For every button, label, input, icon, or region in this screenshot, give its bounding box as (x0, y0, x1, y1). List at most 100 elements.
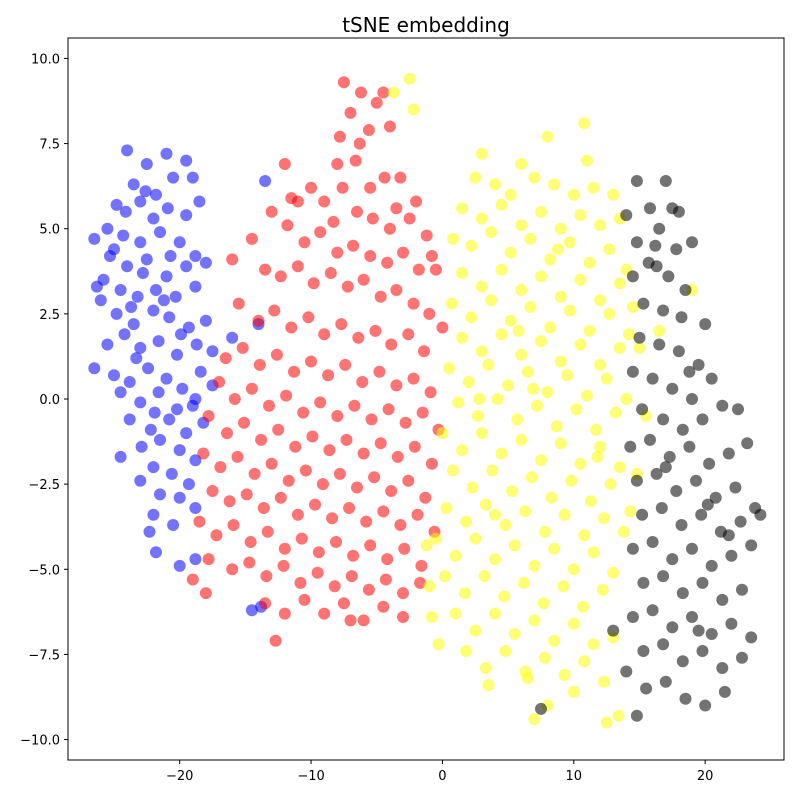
scatter-point (88, 362, 101, 375)
scatter-point (630, 236, 643, 249)
scatter-point (440, 502, 453, 514)
scatter-point (369, 324, 382, 337)
scatter-point (527, 382, 540, 395)
scatter-point (683, 440, 696, 453)
scatter-point (414, 576, 427, 589)
scatter-point (119, 205, 132, 218)
scatter-point (471, 410, 484, 422)
scatter-point (515, 433, 528, 446)
scatter-point (245, 604, 258, 617)
scatter-point (197, 447, 210, 460)
scatter-point (390, 284, 403, 296)
scatter-point (419, 491, 432, 504)
scatter-point (524, 301, 537, 313)
scatter-point (504, 246, 517, 259)
scatter-point (630, 709, 643, 722)
scatter-point (607, 188, 620, 201)
scatter-point (265, 205, 278, 218)
scatter-point (517, 576, 530, 589)
scatter-point (489, 508, 501, 521)
scatter-point (567, 685, 580, 698)
scatter-point (565, 474, 578, 487)
scatter-point (333, 130, 346, 143)
scatter-point (331, 246, 344, 259)
scatter-point (176, 382, 189, 395)
scatter-point (377, 505, 390, 518)
scatter-point (114, 386, 127, 399)
y-tick-label: 7.5 (39, 138, 60, 153)
scatter-point (397, 611, 409, 623)
scatter-point (574, 457, 587, 470)
y-tick-label: −10.0 (20, 734, 60, 749)
scatter-point (299, 464, 312, 477)
scatter-point (423, 580, 436, 593)
scatter-point (398, 542, 411, 555)
scatter-point (554, 437, 567, 450)
scatter-point (154, 488, 166, 501)
scatter-point (125, 301, 138, 313)
scatter-point (194, 365, 207, 378)
scatter-point (381, 256, 394, 269)
scatter-point (193, 195, 206, 208)
scatter-point (135, 440, 148, 453)
scatter-point (676, 423, 689, 436)
scatter-point (152, 335, 165, 348)
scatter-point (504, 314, 517, 327)
scatter-point (374, 437, 387, 450)
scatter-point (403, 212, 416, 225)
scatter-point (123, 413, 136, 426)
y-tick-label: 5.0 (39, 223, 60, 238)
scatter-point (160, 270, 173, 283)
scatter-point (449, 607, 462, 620)
scatter-point (537, 597, 550, 610)
scatter-point (541, 386, 554, 399)
scatter-point (716, 593, 729, 606)
scatter-point (202, 553, 215, 566)
scatter-point (163, 311, 176, 324)
scatter-point (377, 86, 390, 99)
scatter-point (394, 171, 407, 184)
scatter-point (147, 508, 160, 521)
y-tick-label: 10.0 (31, 52, 60, 67)
scatter-point (214, 461, 227, 474)
scatter-point (182, 478, 195, 491)
scatter-point (544, 321, 557, 334)
scatter-point (397, 246, 409, 259)
x-tick-label: −20 (166, 769, 193, 784)
scatter-point (545, 491, 558, 504)
x-axis: −20 −10 0 10 20 (166, 760, 713, 784)
scatter-point (558, 508, 571, 521)
scatter-point (525, 471, 538, 484)
scatter-point (337, 597, 350, 610)
scatter-point (598, 675, 610, 688)
scatter-point (379, 573, 392, 586)
scatter-point (535, 454, 547, 467)
scatter-point (272, 423, 285, 436)
scatter-point (160, 372, 173, 385)
scatter-point (326, 512, 339, 525)
scatter-point (316, 478, 329, 491)
scatter-point (190, 338, 203, 351)
scatter-point (473, 393, 486, 405)
scatter-point (538, 525, 551, 538)
scatter-point (620, 665, 633, 678)
scatter-point (180, 260, 193, 273)
scatter-point (675, 311, 688, 324)
scatter-point (657, 570, 670, 583)
scatter-point (348, 399, 361, 412)
scatter-point (390, 379, 403, 392)
scatter-point (613, 461, 626, 474)
scatter-point (259, 597, 272, 610)
scatter-point (336, 181, 349, 194)
scatter-point (343, 502, 356, 514)
scatter-point (504, 188, 517, 201)
scatter-point (373, 365, 386, 378)
scatter-point (394, 519, 407, 531)
x-tick-label: 20 (697, 769, 714, 784)
scatter-point (499, 645, 512, 657)
scatter-point (423, 307, 436, 320)
scatter-point (486, 464, 499, 477)
scatter-point (696, 645, 709, 657)
scatter-point (703, 457, 716, 470)
y-tick-label: −2.5 (28, 478, 60, 493)
